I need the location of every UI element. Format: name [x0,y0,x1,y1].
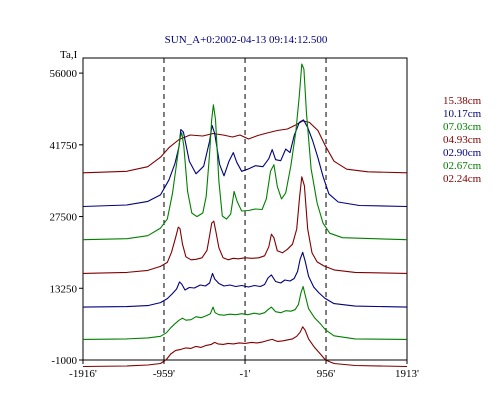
y-tick-label-2: 27500 [50,212,78,224]
series-line-5 [82,285,408,340]
x-tick-label-1: -959' [153,368,175,380]
legend-entry-1: 10.17cm [443,108,482,120]
x-tick-label-4: 1913' [395,368,419,380]
y-tick-label-0: 56000 [50,68,78,80]
legend-entry-3: 04.93cm [443,134,482,146]
y-tick-label-3: 13250 [50,283,78,295]
legend-entry-0: 15.38cm [443,95,482,107]
chart-title: SUN_A+0:2002-04-13 09:14:12.500 [165,34,328,46]
series-line-6 [82,326,408,368]
series-line-4 [82,251,408,308]
y-axis-label: Ta,I [60,49,78,61]
legend-entry-4: 02.90cm [443,147,482,159]
legend-entry-2: 07.03cm [443,121,482,133]
legend-entry-6: 02.24cm [443,173,482,185]
legend-entry-5: 02.67cm [443,160,482,172]
x-tick-label-0: -1916' [69,368,97,380]
x-tick-label-3: 956' [317,368,336,380]
series-line-3 [82,176,408,274]
y-tick-label-4: -1000 [51,355,77,367]
x-tick-label-2: -1' [239,368,250,380]
series-line-0 [82,120,408,174]
series-line-1 [82,119,408,208]
y-tick-label-1: 41750 [50,140,78,152]
series-line-2 [82,63,408,241]
